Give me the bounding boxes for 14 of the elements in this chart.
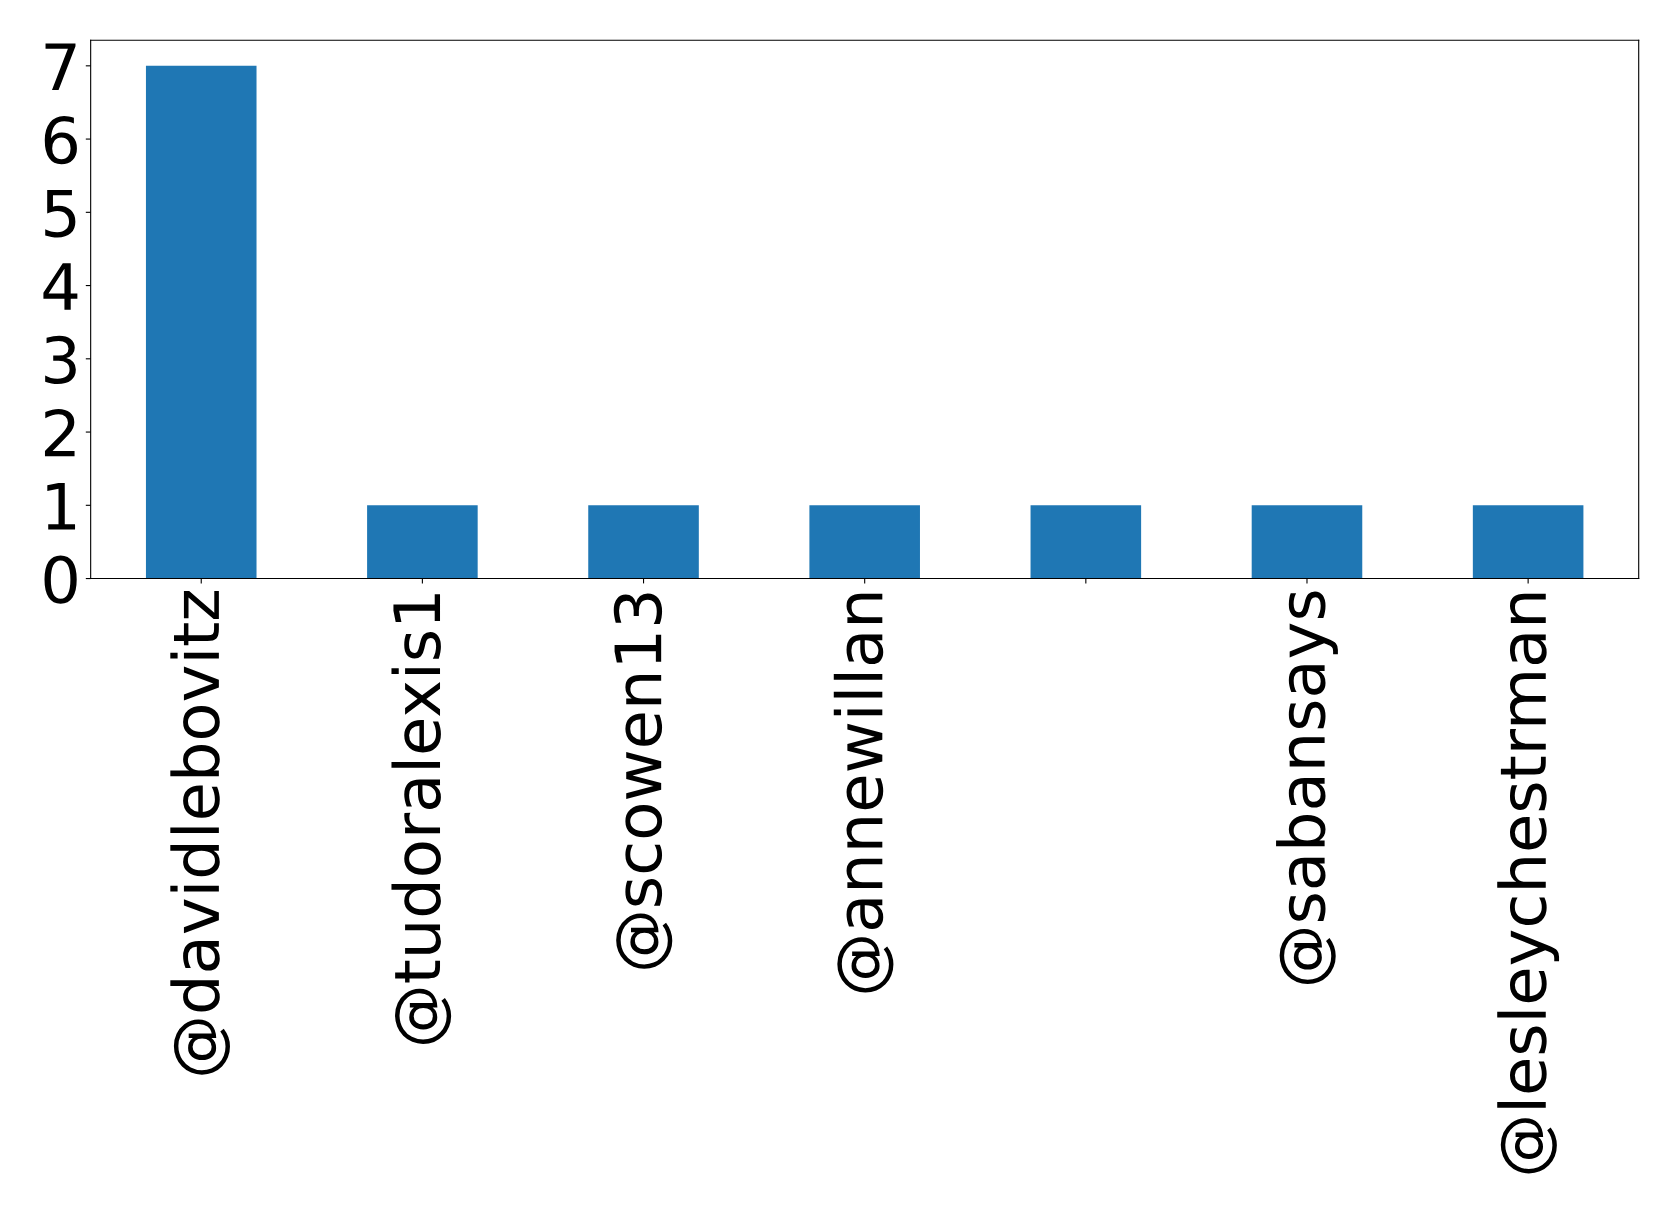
y-tick-label: 5 [45, 190, 76, 238]
x-tick-label: @tudoralexis1 [391, 594, 452, 1044]
x-tick-label: @lesleychestrman [1497, 593, 1560, 1174]
x-tick-label: @scowen13 [613, 593, 673, 969]
x-tick-label: @sabansays [1276, 591, 1338, 985]
y-tick-label: 0 [44, 555, 77, 604]
y-tick-label: 6 [44, 115, 77, 165]
x-tick-label: @annewillan [833, 593, 894, 993]
y-tick-label: 3 [45, 335, 76, 384]
y-tick-label: 1 [47, 483, 76, 530]
x-tick-label: @davidlebovitz [170, 591, 230, 1075]
y-tick-label: 7 [45, 43, 76, 91]
y-tick-label: 4 [43, 263, 78, 310]
y-tick-label: 2 [44, 408, 75, 457]
